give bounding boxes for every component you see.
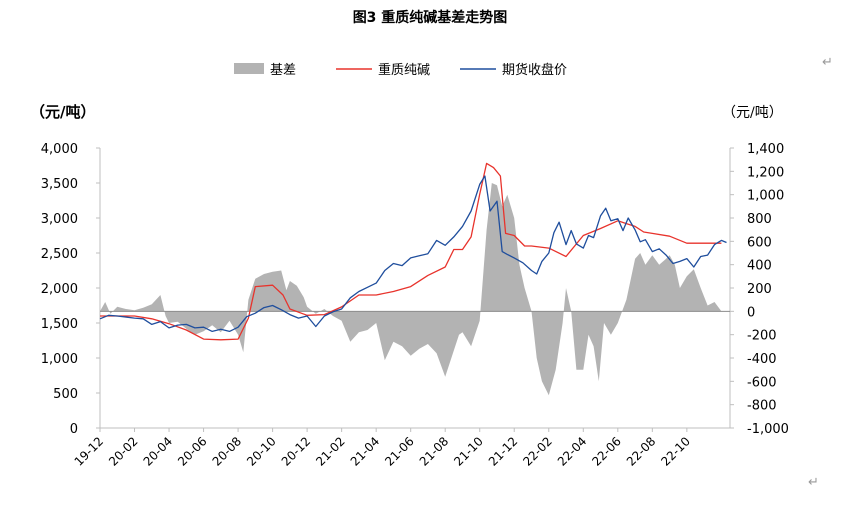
right-tick-label: -1,000 [747,422,789,437]
x-tick-label: 21-12 [486,434,521,469]
x-tick-label: 20-02 [106,434,141,469]
x-tick-label: 22-04 [555,434,590,469]
legend: 基差 重质纯碱 期货收盘价 [234,62,567,78]
series-line-spot [100,162,722,341]
left-tick-label: 4,000 [41,142,78,157]
x-tick-label: 21-06 [382,434,417,469]
x-tick-label: 20-08 [210,434,245,469]
x-tick-label: 22-08 [624,434,659,469]
left-tick-label: 1,500 [41,317,78,332]
x-tick-label: 21-10 [451,434,486,469]
right-tick-label: 200 [747,282,772,297]
plot-area: 0 500 1,000 1,500 2,000 2,500 3,000 3,500 4,000 -… [41,142,789,469]
series-line-futures [99,175,727,333]
return-mark-bottom: ↵ [808,475,819,490]
left-axis-unit: （元/吨） [30,103,95,121]
return-mark-top: ↵ [822,55,833,70]
right-tick-label: 1,000 [747,189,784,204]
series-area-basis [100,183,722,396]
x-tick-label: 22-10 [658,434,693,469]
x-tick-label: 20-12 [279,434,314,469]
x-tick-label: 21-02 [313,434,348,469]
right-tick-label: 0 [747,305,755,320]
left-tick-label: 2,000 [41,282,78,297]
x-tick-label: 22-02 [520,434,555,469]
legend-label-basis: 基差 [270,63,296,78]
left-tick-label: 0 [70,422,78,437]
x-tick-label: 21-08 [417,434,452,469]
right-tick-label: 400 [747,259,772,274]
x-tick-label: 21-04 [348,434,383,469]
right-tick-label: 600 [747,235,772,250]
left-tick-label: 3,500 [41,177,78,192]
right-tick-label: -400 [747,352,777,367]
right-tick-label: 800 [747,212,772,227]
x-tick-label: 22-06 [589,434,624,469]
x-tick-label: 20-10 [244,434,279,469]
right-axis-unit: （元/吨） [722,105,783,121]
left-tick-label: 1,000 [41,352,78,367]
legend-label-futures: 期货收盘价 [502,62,567,78]
legend-swatch-basis [234,63,264,74]
right-tick-label: 1,400 [747,142,784,157]
right-tick-label: -800 [747,399,777,414]
legend-label-spot: 重质纯碱 [378,62,430,78]
left-tick-label: 3,000 [41,212,78,227]
right-tick-label: -200 [747,329,777,344]
x-tick-label: 20-04 [141,434,176,469]
chart-title: 图3 重质纯碱基差走势图 [353,9,508,26]
left-tick-label: 2,500 [41,247,78,262]
x-tick-label: 20-06 [175,434,210,469]
left-tick-label: 500 [53,387,78,402]
right-tick-label: -600 [747,375,777,390]
x-tick-label: 19-12 [72,434,107,469]
right-tick-label: 1,200 [747,165,784,180]
